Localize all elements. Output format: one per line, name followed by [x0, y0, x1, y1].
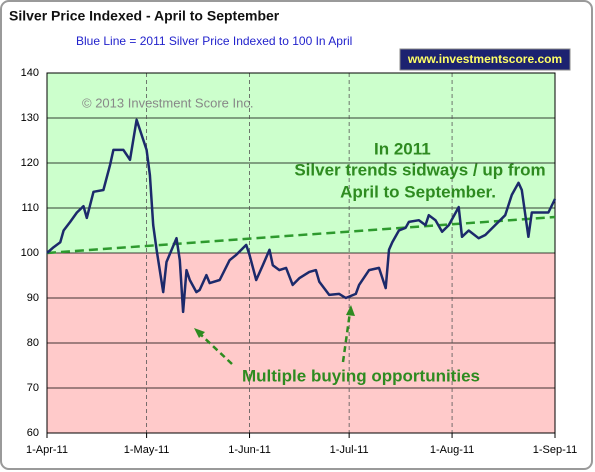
chart-title: Silver Price Indexed - April to Septembe…: [9, 8, 280, 24]
annotation: Silver trends sidways / up from: [294, 160, 545, 179]
arrow-head: [346, 305, 355, 316]
y-tick-label: 130: [21, 112, 39, 124]
x-tick-label: 1-Jun-11: [228, 444, 271, 456]
annotation: April to September.: [340, 182, 496, 201]
x-tick-label: 1-May-11: [124, 444, 170, 456]
y-tick-label: 60: [27, 427, 39, 439]
price-line: [46, 118, 557, 314]
y-tick-label: 140: [21, 67, 39, 79]
arrow: [341, 311, 352, 363]
x-tick-label: 1-Aug-11: [430, 444, 474, 456]
website-box: [399, 48, 571, 71]
x-tick-label: 1-Jul-11: [330, 444, 369, 456]
copyright: © 2013 Investment Score Inc.: [82, 95, 253, 110]
y-tick-label: 80: [27, 337, 39, 349]
subtitle: Blue Line = 2011 Silver Price Indexed to…: [76, 34, 352, 48]
y-tick-label: 90: [27, 292, 39, 304]
y-tick-label: 120: [21, 157, 39, 169]
y-tick-label: 110: [21, 202, 39, 214]
annotation: Multiple buying opportunities: [242, 366, 480, 385]
website: www.investmentscore.com: [407, 52, 562, 66]
y-tick-label: 70: [27, 382, 39, 394]
arrow-head: [194, 328, 205, 338]
x-tick-label: 1-Apr-11: [26, 444, 68, 456]
trend-line: [46, 215, 556, 255]
annotation: In 2011: [374, 139, 431, 158]
x-tick-label: 1-Sep-11: [533, 444, 577, 456]
y-tick-label: 100: [21, 247, 39, 259]
arrow: [197, 331, 233, 365]
